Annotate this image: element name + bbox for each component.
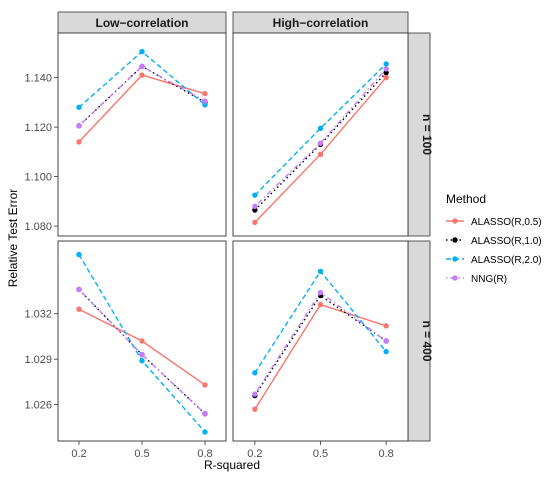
legend-key-point	[452, 237, 458, 243]
data-point	[76, 306, 82, 312]
legend-key-point	[452, 256, 458, 262]
series-line	[254, 63, 387, 196]
data-point	[139, 357, 145, 364]
data-point	[202, 429, 208, 435]
data-point	[383, 74, 389, 81]
series-line	[78, 289, 206, 415]
data-point	[202, 90, 208, 97]
panel-frame	[57, 32, 227, 237]
data-point	[76, 286, 82, 293]
data-point	[383, 66, 389, 72]
data-point	[317, 301, 324, 308]
data-point	[252, 370, 258, 376]
data-point	[383, 338, 389, 344]
column-strip-label: Low−correlation	[95, 16, 188, 30]
data-point	[317, 140, 324, 146]
data-point	[317, 268, 324, 275]
data-point	[76, 139, 82, 145]
legend-entry-label: ALASSO(R,0.5)	[471, 217, 542, 228]
legend-entry-label: NNG(R)	[471, 274, 507, 285]
row-strip-label: n = 100	[420, 114, 434, 155]
data-point	[383, 323, 389, 329]
data-point	[252, 203, 258, 209]
row-strip-label: n = 400	[420, 320, 434, 361]
data-point	[139, 351, 145, 358]
panel-frame	[232, 240, 409, 442]
series-line	[254, 68, 387, 207]
x-tick-label: 0.5	[134, 448, 149, 460]
data-point	[383, 348, 389, 355]
data-point	[252, 406, 258, 412]
data-point	[252, 219, 258, 226]
y-tick-label: 1.026	[24, 400, 52, 412]
legend-key-point	[452, 275, 458, 281]
data-point	[139, 72, 145, 78]
data-point	[317, 289, 324, 296]
y-axis-label: Relative Test Error	[6, 189, 20, 287]
data-point	[202, 411, 208, 417]
data-point	[317, 125, 324, 132]
data-point	[252, 391, 258, 397]
legend-entry-label: ALASSO(R,1.0)	[471, 236, 542, 247]
data-point	[252, 192, 258, 198]
x-axis-label: R-squared	[204, 458, 260, 472]
panel-frame	[232, 32, 409, 237]
x-tick-label: 0.8	[197, 448, 212, 460]
x-tick-label: 0.2	[71, 448, 86, 460]
x-tick-label: 0.8	[378, 448, 393, 460]
x-tick-label: 0.5	[313, 448, 328, 460]
series-line	[254, 72, 387, 211]
legend-key-point	[452, 218, 458, 224]
data-point	[139, 48, 145, 55]
data-point	[76, 251, 82, 258]
data-point	[202, 382, 208, 388]
y-tick-label: 1.120	[24, 122, 52, 134]
data-point	[76, 123, 82, 129]
y-tick-label: 1.029	[24, 354, 52, 366]
data-point	[139, 338, 145, 344]
data-point	[383, 61, 389, 67]
y-tick-label: 1.080	[24, 221, 52, 233]
legend-title: Method	[446, 192, 486, 206]
data-point	[202, 98, 208, 104]
column-strip-label: High−correlation	[273, 16, 369, 30]
data-point	[76, 104, 82, 110]
data-point	[252, 207, 258, 213]
data-point	[383, 69, 389, 76]
data-point	[202, 102, 208, 108]
x-tick-label: 0.2	[247, 448, 262, 460]
y-tick-label: 1.100	[24, 172, 52, 184]
y-tick-label: 1.032	[24, 309, 52, 321]
data-point	[139, 63, 145, 70]
data-point	[317, 151, 324, 158]
legend-entry-label: ALASSO(R,2.0)	[471, 255, 542, 266]
y-tick-label: 1.140	[24, 73, 52, 85]
